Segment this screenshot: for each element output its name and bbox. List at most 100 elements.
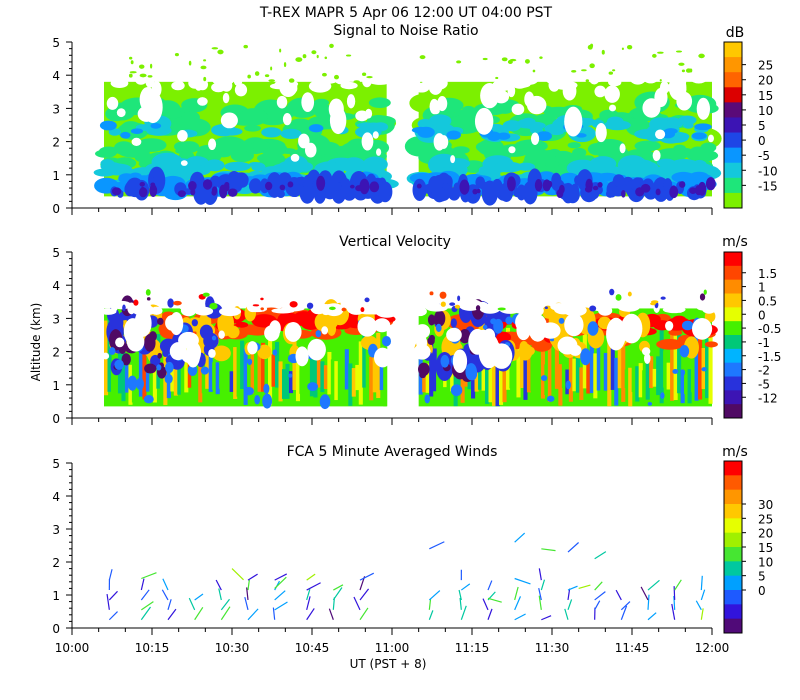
x-tick-label: 10:45 (295, 641, 330, 655)
velocity-cell (708, 325, 713, 404)
velocity-gap (340, 297, 348, 312)
velocity-cell (465, 363, 477, 381)
velocity-cell (656, 338, 684, 350)
snr-gap (629, 72, 646, 85)
snr-cell (689, 187, 697, 194)
snr-cell (368, 97, 391, 109)
snr-gap (655, 129, 666, 140)
snr-cell (265, 181, 273, 191)
snr-cell (516, 184, 527, 201)
velocity-cell (177, 352, 182, 395)
snr-cell (634, 128, 663, 140)
velocity-cell (615, 294, 622, 301)
y-tick-label: 5 (52, 246, 60, 260)
velocity-cell (194, 357, 199, 399)
velocity-cell (680, 369, 686, 376)
velocity-cell (381, 336, 392, 347)
snr-cell (547, 180, 553, 188)
colorbar-tick-label: 0 (758, 134, 766, 148)
snr-gap (513, 81, 531, 88)
colorbar-tick-label: -5 (758, 149, 770, 163)
velocity-gap (129, 308, 151, 314)
wind-barb (306, 582, 321, 591)
velocity-cell (558, 364, 563, 406)
velocity-gap (452, 349, 468, 374)
velocity-cell (355, 364, 360, 391)
velocity-cell (289, 301, 298, 308)
velocity-cell (372, 345, 377, 393)
snr-cell (249, 178, 262, 194)
snr-speck (283, 62, 287, 68)
wind-barb (673, 586, 676, 600)
snr-cell (545, 160, 560, 168)
velocity-gap (414, 324, 431, 339)
snr-speck (324, 56, 328, 60)
snr-gap (652, 149, 661, 162)
velocity-cell (509, 368, 514, 389)
velocity-gap (658, 302, 682, 308)
velocity-cell (254, 349, 259, 402)
snr-speck (652, 53, 657, 58)
y-tick-label: 4 (52, 69, 60, 83)
velocity-gap (540, 322, 561, 339)
velocity-cell (200, 366, 209, 375)
velocity-cell (131, 321, 137, 403)
velocity-cell (558, 317, 565, 324)
wind-barb (272, 607, 276, 620)
snr-cell (249, 161, 262, 167)
velocity-gap (321, 326, 329, 335)
velocity-cell (240, 340, 245, 390)
snr-gap (530, 132, 540, 146)
velocity-gap (665, 321, 674, 331)
y-tick-label: 1 (52, 379, 60, 393)
snr-cell (95, 149, 117, 158)
snr-gap (180, 160, 188, 166)
wind-barb (647, 594, 650, 610)
snr-speck (524, 59, 530, 64)
snr-gap (329, 106, 347, 135)
snr-cell (369, 181, 380, 193)
velocity-cell (142, 320, 147, 400)
velocity-cell (561, 362, 566, 388)
snr-gap (604, 85, 620, 103)
velocity-cell (262, 393, 273, 409)
snr-gap (691, 67, 705, 79)
velocity-cell (264, 351, 269, 405)
velocity-cell (288, 373, 293, 378)
velocity-cell (586, 353, 591, 394)
colorbar-swatch (724, 604, 742, 620)
velocity-cell (565, 380, 571, 390)
colorbar-tick-label: -15 (758, 179, 778, 193)
colorbar-tick-label: 0 (758, 308, 766, 322)
velocity-gap (468, 328, 487, 355)
velocity-cell (341, 327, 346, 397)
colorbar-swatch (724, 177, 742, 194)
snr-gap (493, 90, 510, 104)
velocity-cell (512, 351, 518, 394)
velocity-cell (202, 292, 210, 297)
velocity-cell (635, 366, 640, 402)
velocity-cell (617, 321, 622, 389)
velocity-gap (357, 316, 377, 337)
wind-barb (538, 595, 542, 610)
snr-cell (211, 136, 247, 155)
colorbar-swatch (724, 252, 742, 267)
velocity-cell (274, 341, 280, 388)
snr-speck (128, 73, 133, 78)
snr-cell (502, 120, 522, 132)
snr-cell (655, 188, 661, 196)
velocity-gap (617, 300, 641, 312)
snr-cell (552, 124, 566, 132)
velocity-cell (589, 327, 594, 394)
wind-barb (578, 584, 591, 589)
velocity-gap (484, 347, 493, 360)
snr-gap (564, 106, 583, 137)
snr-cell (694, 123, 712, 131)
colorbar-swatch (724, 518, 742, 534)
velocity-cell (135, 361, 140, 398)
snr-speck (139, 73, 147, 78)
wind-barb (615, 589, 622, 601)
snr-speck (571, 69, 577, 73)
wind-barb (482, 598, 489, 611)
